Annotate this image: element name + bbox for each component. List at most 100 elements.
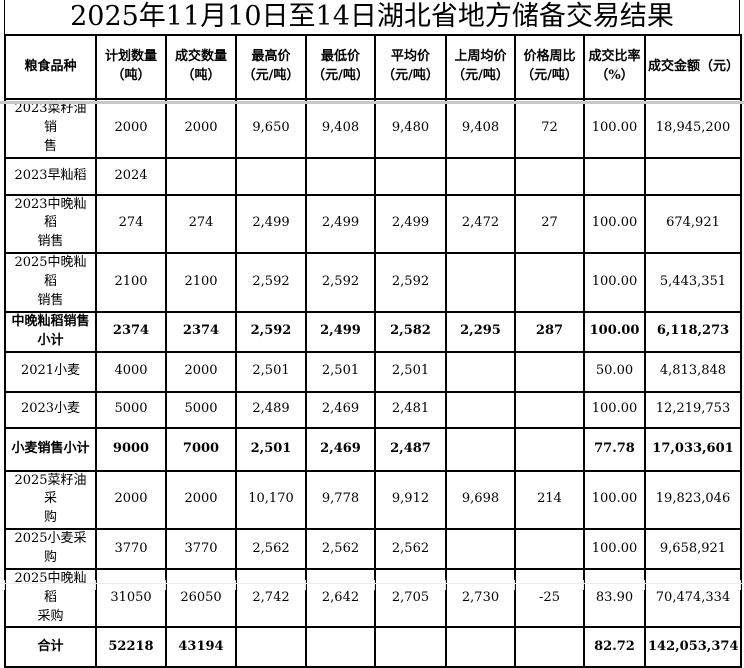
- value-cell: 2,472: [445, 193, 516, 255]
- value-cell: 2000: [165, 350, 237, 393]
- value-cell: 3770: [165, 528, 237, 570]
- value-cell: 77.78: [583, 426, 646, 472]
- value-cell: 9,912: [374, 469, 447, 531]
- faint-gridline-vertical: [583, 580, 584, 590]
- faint-gridline-vertical: [235, 580, 236, 590]
- value-cell: 5000: [95, 390, 167, 429]
- value-cell: 43194: [165, 626, 237, 668]
- value-cell: 82.72: [583, 626, 646, 668]
- value-cell: [644, 156, 742, 196]
- faint-gridline-vertical: [740, 580, 741, 590]
- faint-gridline-vertical: [644, 580, 645, 590]
- table-row: 中晚籼稻销售 小计 2374 2374 2,592 2,499 2,582 2,295 287…: [4, 310, 742, 353]
- value-cell: 31050: [95, 567, 167, 629]
- value-cell: 17,033,601: [644, 426, 742, 472]
- value-cell: [374, 626, 447, 668]
- value-cell: 2,562: [374, 528, 447, 570]
- value-cell: 2374: [95, 310, 167, 353]
- value-cell: [445, 626, 516, 668]
- table-row: 小麦销售小计 9000 7000 2,501 2,469 2,487 77.78 17,033…: [4, 426, 742, 472]
- table-row: 2023中晚籼稻 销售 274 274 2,499 2,499 2,499 2,472 27 1…: [4, 193, 742, 255]
- value-cell: 2,730: [445, 567, 516, 629]
- value-cell: [514, 528, 585, 570]
- value-cell: 2,562: [235, 528, 307, 570]
- value-cell: 26050: [165, 567, 237, 629]
- value-cell: 100.00: [583, 469, 646, 531]
- value-cell: [305, 156, 376, 196]
- value-cell: 100.00: [583, 98, 646, 159]
- table-row: 2025中晚籼稻 采购 31050 26050 2,742 2,642 2,705 2,73…: [4, 567, 742, 629]
- column-header-8: 成交比率 （%）: [583, 34, 646, 100]
- faint-gridline-vertical: [445, 580, 446, 590]
- value-cell: 2000: [165, 469, 237, 531]
- grain-variety-cell: 2025菜籽油采 购: [4, 469, 97, 531]
- value-cell: 274: [95, 193, 167, 255]
- grain-variety-cell: 2023早籼稻: [4, 156, 97, 196]
- value-cell: 9,408: [305, 98, 376, 159]
- value-cell: 2,489: [235, 390, 307, 429]
- value-cell: 10,170: [235, 469, 307, 531]
- value-cell: [374, 156, 447, 196]
- value-cell: [445, 528, 516, 570]
- column-header-4: 最低价 （元/吨）: [305, 34, 376, 100]
- value-cell: [514, 626, 585, 668]
- value-cell: [514, 156, 585, 196]
- value-cell: 2374: [165, 310, 237, 353]
- value-cell: 2000: [95, 98, 167, 159]
- value-cell: [445, 390, 516, 429]
- grain-variety-cell: 2023菜籽油销 售: [4, 98, 97, 159]
- grain-variety-cell: 2023小麦: [4, 390, 97, 429]
- value-cell: 72: [514, 98, 585, 159]
- value-cell: 2,501: [235, 426, 307, 472]
- value-cell: 142,053,374: [644, 626, 742, 668]
- value-cell: [583, 156, 646, 196]
- value-cell: 674,921: [644, 193, 742, 255]
- faint-gridline-vertical: [4, 580, 5, 590]
- value-cell: 2,592: [374, 252, 447, 313]
- faint-gridline-horizontal: [0, 583, 744, 584]
- value-cell: 2100: [165, 252, 237, 313]
- value-cell: 100.00: [583, 390, 646, 429]
- faint-gridline-vertical: [95, 580, 96, 590]
- value-cell: 9,658,921: [644, 528, 742, 570]
- value-cell: 2,469: [305, 426, 376, 472]
- value-cell: 2100: [95, 252, 167, 313]
- table-row: 2023菜籽油销 售 2000 2000 9,650 9,408 9,480 9,408 72…: [4, 98, 742, 159]
- value-cell: -25: [514, 567, 585, 629]
- table-row: 2023早籼稻 2024: [4, 156, 742, 196]
- page-title: 2025年11月10日至14日湖北省地方储备交易结果: [70, 1, 674, 32]
- value-cell: 2,499: [305, 310, 376, 353]
- header-row: 粮食品种 计划数量 （吨） 成交数量 （吨） 最高价 （元/吨） 最低价 （元/吨） 平均…: [4, 34, 742, 100]
- value-cell: 100.00: [583, 310, 646, 353]
- table-row: 合计 52218 43194 82.72 142,053,374: [4, 626, 742, 668]
- table-row: 2025菜籽油采 购 2000 2000 10,170 9,778 9,912 9,698 2…: [4, 469, 742, 531]
- column-header-3: 最高价 （元/吨）: [235, 34, 307, 100]
- value-cell: 2,705: [374, 567, 447, 629]
- value-cell: 2,499: [374, 193, 447, 255]
- table-row: 2025中晚籼稻 销售 2100 2100 2,592 2,592 2,592 100.00…: [4, 252, 742, 313]
- grain-variety-cell: 2023中晚籼稻 销售: [4, 193, 97, 255]
- value-cell: 2,501: [235, 350, 307, 393]
- value-cell: 2,499: [235, 193, 307, 255]
- value-cell: [445, 350, 516, 393]
- value-cell: 2,487: [374, 426, 447, 472]
- column-header-9: 成交金额（元）: [644, 34, 742, 100]
- value-cell: [445, 426, 516, 472]
- title-band: 2025年11月10日至14日湖北省地方储备交易结果: [4, 0, 740, 34]
- value-cell: 100.00: [583, 252, 646, 313]
- value-cell: 2,469: [305, 390, 376, 429]
- value-cell: 52218: [95, 626, 167, 668]
- value-cell: 4,813,848: [644, 350, 742, 393]
- grain-variety-cell: 2025中晚籼稻 销售: [4, 252, 97, 313]
- value-cell: 9000: [95, 426, 167, 472]
- value-cell: 18,945,200: [644, 98, 742, 159]
- value-cell: [514, 350, 585, 393]
- table-row: 2021小麦 4000 2000 2,501 2,501 2,501 50.00 4,813,…: [4, 350, 742, 393]
- table-body: 2023菜籽油销 售 2000 2000 9,650 9,408 9,480 9,408 72…: [4, 98, 742, 668]
- value-cell: 287: [514, 310, 585, 353]
- column-header-5: 平均价 （元/吨）: [374, 34, 447, 100]
- grain-variety-cell: 2025中晚籼稻 采购: [4, 567, 97, 629]
- table-header: 粮食品种 计划数量 （吨） 成交数量 （吨） 最高价 （元/吨） 最低价 （元/吨） 平均…: [4, 34, 742, 100]
- value-cell: 2000: [95, 469, 167, 531]
- results-table: 粮食品种 计划数量 （吨） 成交数量 （吨） 最高价 （元/吨） 最低价 （元/吨） 平均…: [4, 34, 742, 668]
